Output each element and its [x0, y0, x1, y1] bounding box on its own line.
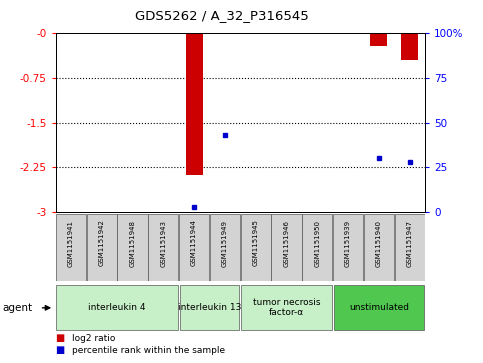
Bar: [370, 33, 387, 46]
FancyBboxPatch shape: [241, 285, 332, 330]
FancyBboxPatch shape: [241, 214, 271, 281]
Text: GSM1151940: GSM1151940: [376, 220, 382, 266]
Text: GSM1151939: GSM1151939: [345, 220, 351, 267]
FancyBboxPatch shape: [210, 214, 240, 281]
Text: GSM1151947: GSM1151947: [407, 220, 412, 266]
Text: GSM1151944: GSM1151944: [191, 220, 197, 266]
Text: GSM1151942: GSM1151942: [99, 220, 105, 266]
Text: GSM1151945: GSM1151945: [253, 220, 259, 266]
Text: GSM1151948: GSM1151948: [129, 220, 136, 266]
Text: GSM1151949: GSM1151949: [222, 220, 228, 266]
FancyBboxPatch shape: [334, 285, 424, 330]
Text: GDS5262 / A_32_P316545: GDS5262 / A_32_P316545: [135, 9, 309, 22]
FancyBboxPatch shape: [117, 214, 148, 281]
FancyBboxPatch shape: [148, 214, 178, 281]
FancyBboxPatch shape: [56, 214, 86, 281]
Bar: [185, 33, 202, 175]
Text: GSM1151941: GSM1151941: [68, 220, 74, 266]
Text: GSM1151950: GSM1151950: [314, 220, 320, 266]
FancyBboxPatch shape: [271, 214, 301, 281]
Text: log2 ratio: log2 ratio: [72, 334, 116, 343]
FancyBboxPatch shape: [180, 285, 240, 330]
FancyBboxPatch shape: [179, 214, 209, 281]
Text: GSM1151943: GSM1151943: [160, 220, 166, 266]
Text: unstimulated: unstimulated: [349, 303, 409, 312]
FancyBboxPatch shape: [395, 214, 425, 281]
Text: agent: agent: [2, 303, 32, 313]
Bar: [401, 33, 418, 60]
Text: percentile rank within the sample: percentile rank within the sample: [72, 346, 226, 355]
FancyBboxPatch shape: [86, 214, 117, 281]
Text: ■: ■: [56, 345, 65, 355]
Bar: [216, 33, 233, 34]
FancyBboxPatch shape: [57, 285, 178, 330]
FancyBboxPatch shape: [333, 214, 363, 281]
Text: tumor necrosis
factor-α: tumor necrosis factor-α: [253, 298, 320, 317]
FancyBboxPatch shape: [302, 214, 332, 281]
Text: GSM1151946: GSM1151946: [284, 220, 289, 266]
Text: interleukin 4: interleukin 4: [88, 303, 146, 312]
FancyBboxPatch shape: [364, 214, 394, 281]
Text: ■: ■: [56, 333, 65, 343]
Text: interleukin 13: interleukin 13: [178, 303, 241, 312]
